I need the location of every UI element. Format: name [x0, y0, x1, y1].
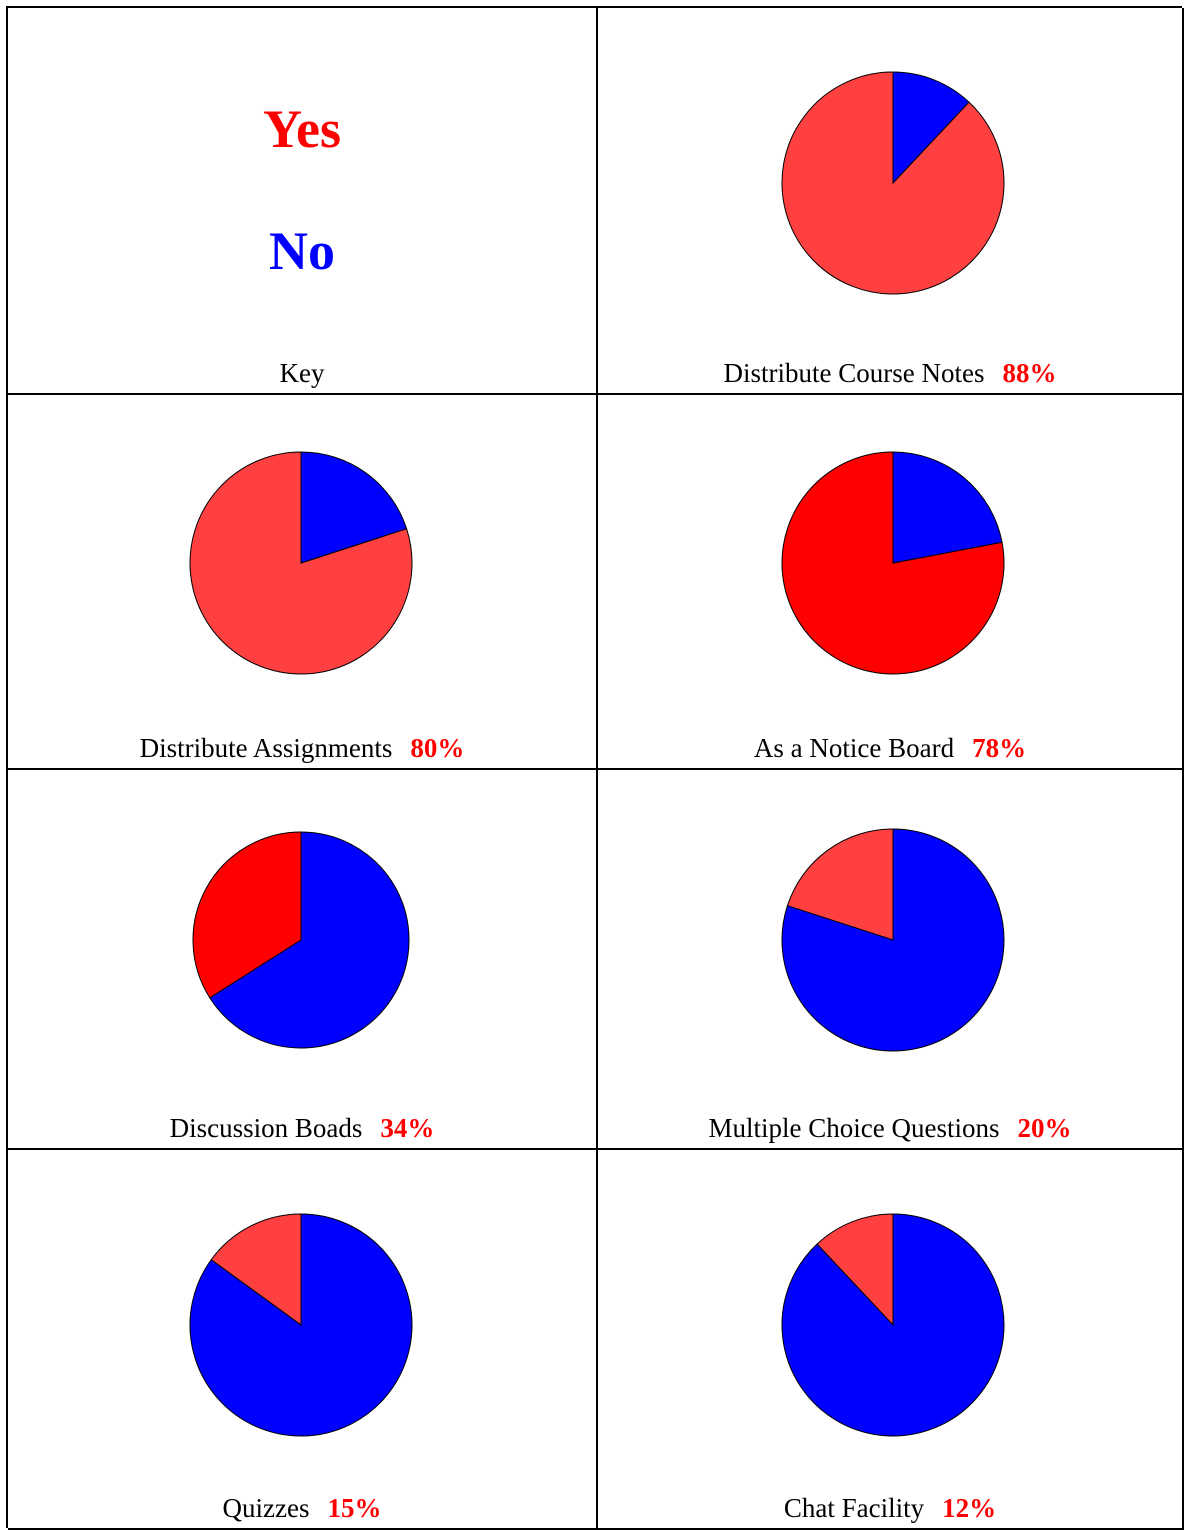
- pie-percentage: 15%: [327, 1493, 382, 1523]
- pie-chart-assignments: [189, 451, 413, 675]
- pie-cell-chat: Chat Facility 12%: [598, 1150, 1184, 1530]
- pie-slice-no: [892, 71, 970, 185]
- pie-title: As a Notice Board: [753, 733, 955, 763]
- pie-percentage: 20%: [1017, 1113, 1072, 1143]
- pie-slice-no: [892, 451, 1003, 564]
- pie-cell-notice-board: As a Notice Board 78%: [598, 395, 1184, 770]
- pie-cell-mcq: Multiple Choice Questions 20%: [598, 770, 1184, 1150]
- key-yes-label: Yes: [263, 99, 341, 159]
- pie-percentage: 34%: [380, 1113, 435, 1143]
- pie-cell-course-notes: Distribute Course Notes 88%: [598, 8, 1184, 395]
- pie-caption: Distribute Course Notes 88%: [598, 358, 1182, 389]
- pie-slice-no: [189, 1213, 413, 1437]
- pie-title: Discussion Boads: [169, 1113, 363, 1143]
- pie-chart-chat: [781, 1213, 1005, 1437]
- pie-percentage: 80%: [410, 733, 465, 763]
- pie-slice-yes: [192, 831, 302, 999]
- key-cell: Yes No Key: [8, 8, 598, 395]
- pie-chart-mcq: [781, 828, 1005, 1052]
- pie-cell-discussion-boards: Discussion Boads 34%: [8, 770, 598, 1150]
- pie-cell-assignments: Distribute Assignments 80%: [8, 395, 598, 770]
- pie-cell-quizzes: Quizzes 15%: [8, 1150, 598, 1530]
- pie-slice-no: [209, 831, 410, 1049]
- pie-caption: As a Notice Board 78%: [598, 733, 1182, 764]
- pie-title: Distribute Assignments: [139, 733, 393, 763]
- pie-caption: Distribute Assignments 80%: [8, 733, 596, 764]
- pie-chart-discussion-boards: [192, 831, 410, 1049]
- pie-caption: Chat Facility 12%: [598, 1493, 1182, 1524]
- pie-chart-notice-board: [781, 451, 1005, 675]
- pie-title: Quizzes: [222, 1493, 310, 1523]
- pie-caption: Quizzes 15%: [8, 1493, 596, 1524]
- pie-chart-quizzes: [189, 1213, 413, 1437]
- pie-slice-no: [781, 1213, 1005, 1437]
- pie-title: Distribute Course Notes: [723, 358, 985, 388]
- key-caption: Key: [279, 358, 325, 388]
- pie-chart-course-notes: [781, 71, 1005, 295]
- pie-title: Chat Facility: [783, 1493, 925, 1523]
- pie-caption: Multiple Choice Questions 20%: [598, 1113, 1182, 1144]
- pie-slice-yes: [786, 828, 894, 941]
- pie-percentage: 88%: [1002, 358, 1057, 388]
- pie-slice-no: [781, 828, 1005, 1052]
- chart-grid: Yes No Key Distribute Course Notes 88% Di…: [6, 6, 1184, 1530]
- key-no-label: No: [269, 221, 335, 281]
- pie-percentage: 78%: [972, 733, 1027, 763]
- pie-slice-no: [300, 451, 408, 564]
- pie-title: Multiple Choice Questions: [708, 1113, 1000, 1143]
- pie-percentage: 12%: [942, 1493, 997, 1523]
- pie-slice-yes: [816, 1213, 894, 1327]
- pie-caption: Discussion Boads 34%: [8, 1113, 596, 1144]
- pie-slice-yes: [210, 1213, 302, 1326]
